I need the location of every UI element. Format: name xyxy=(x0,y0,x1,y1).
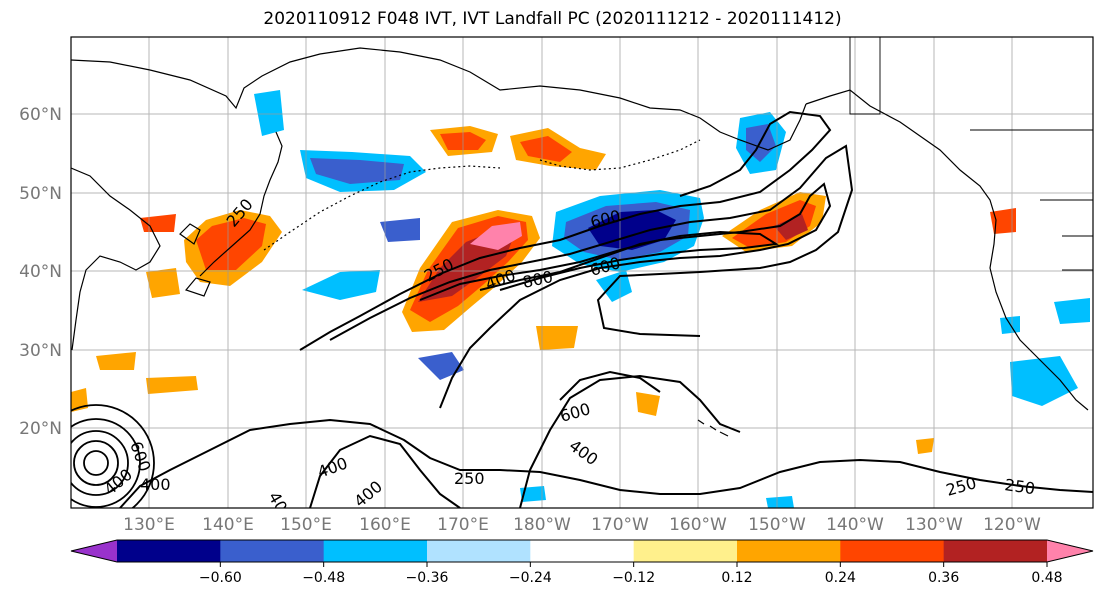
colorbar-segment xyxy=(530,540,635,562)
ivt-contour-600 xyxy=(419,182,832,409)
colorbar-segment xyxy=(633,540,738,562)
colorbar-max-extension xyxy=(1047,540,1093,562)
negative-anomaly-region xyxy=(310,158,404,184)
japan-coast xyxy=(199,131,283,277)
longitude-labels: 130°E 140°E 150°E 160°E 170°E 180°W 170°… xyxy=(123,515,1041,535)
colorbar-segment xyxy=(117,540,221,562)
colorbar-segment xyxy=(220,540,325,562)
longitude-label: 140°E xyxy=(202,515,254,535)
colorbar-segment xyxy=(943,540,1048,562)
ivt-contour-600-subtropics xyxy=(559,370,661,401)
hawaii-islands xyxy=(697,419,729,437)
colorbar-tick-label: 0.24 xyxy=(825,570,856,586)
positive-anomaly-region xyxy=(520,136,572,162)
contour-label: 250 xyxy=(454,469,485,488)
contour-label: 400 xyxy=(140,475,171,494)
colorbar-segment xyxy=(427,540,531,562)
aleutian-kuril-islands xyxy=(263,165,501,251)
colorbar-segment xyxy=(840,540,945,562)
north-america-west-coast xyxy=(805,89,1089,411)
negative-anomaly-region xyxy=(302,270,380,300)
colorbar-tick-label: −0.24 xyxy=(509,570,552,586)
positive-anomaly-region xyxy=(916,438,934,454)
positive-anomaly-region xyxy=(146,376,198,394)
negative-anomaly-region xyxy=(418,352,464,380)
positive-anomaly-region xyxy=(71,388,88,412)
colorbar-outline xyxy=(70,539,1094,563)
ivt-contour-250-south xyxy=(119,418,1093,508)
east-asia-coast xyxy=(71,167,161,351)
ivt-contour-800 xyxy=(479,230,779,291)
colorbar-tick-label: −0.12 xyxy=(612,570,655,586)
typhoon-contour-ring xyxy=(73,440,119,486)
typhoon-contour-ring xyxy=(83,450,109,476)
positive-anomaly-region xyxy=(146,268,180,298)
negative-anomaly-region xyxy=(520,486,546,502)
latitude-label: 50°N xyxy=(19,184,62,204)
positive-anomaly-region xyxy=(96,352,136,370)
longitude-label: 150°E xyxy=(280,515,332,535)
negative-anomaly-region xyxy=(588,210,676,250)
longitude-label: 150°W xyxy=(748,515,806,535)
longitude-label: 170°E xyxy=(437,515,489,535)
positive-anomaly-region xyxy=(774,214,808,240)
korea-coast xyxy=(179,223,201,245)
negative-anomaly-region xyxy=(596,270,632,302)
contour-label: 250 xyxy=(1003,475,1036,498)
latitude-label: 30°N xyxy=(19,341,62,361)
positive-anomaly-region xyxy=(536,326,578,350)
colorbar-segment xyxy=(737,540,841,562)
typhoon-contour-ring xyxy=(71,430,129,496)
longitude-label: 160°W xyxy=(669,515,727,535)
kyushu-coast xyxy=(184,277,211,297)
colorbar-segment xyxy=(323,540,428,562)
positive-anomaly-region xyxy=(470,222,522,250)
positive-anomaly-region xyxy=(990,208,1016,234)
political-boundaries xyxy=(849,37,1093,296)
ivt-contour-400-subtropics xyxy=(519,374,741,508)
typhoon-contours xyxy=(71,404,155,508)
positive-anomaly-region xyxy=(732,200,816,248)
asia-alaska-coast xyxy=(71,47,807,151)
negative-anomaly-region xyxy=(380,218,420,242)
ivt-contours xyxy=(119,110,1093,508)
colorbar-tick-label: −0.36 xyxy=(406,570,449,586)
latitude-label: 40°N xyxy=(19,262,62,282)
coastlines xyxy=(71,37,1093,437)
colorbar-tick-label: 0.12 xyxy=(721,570,752,586)
negative-anomaly-region xyxy=(1054,298,1090,324)
longitude-label: 170°W xyxy=(591,515,649,535)
typhoon-contour-ring xyxy=(71,404,155,508)
ivt-anomaly-fill xyxy=(71,90,1090,508)
ivt-contour-400 xyxy=(329,144,854,341)
longitude-label: 130°W xyxy=(905,515,963,535)
longitude-label: 120°W xyxy=(983,515,1041,535)
latitude-label: 20°N xyxy=(19,419,62,439)
negative-anomaly-region xyxy=(766,496,794,508)
ivt-contour-400-south xyxy=(309,434,461,508)
longitude-label: 140°W xyxy=(826,515,884,535)
ivt-contour-250 xyxy=(299,110,832,351)
colorbar-tick-label: −0.48 xyxy=(302,570,345,586)
negative-anomaly-region xyxy=(254,90,284,136)
map-frame xyxy=(70,36,1094,509)
colorbar-tick-label: 0.48 xyxy=(1031,570,1062,586)
map-title: 2020110912 F048 IVT, IVT Landfall PC (20… xyxy=(263,9,842,29)
colorbar-tick-label: 0.36 xyxy=(928,570,959,586)
positive-anomaly-region xyxy=(636,392,660,416)
latitude-label: 60°N xyxy=(19,105,62,125)
aleutian-islands xyxy=(539,139,701,171)
colorbar: −0.60 −0.48 −0.36 −0.24 −0.12 0.12 0.24 0.36 0.4… xyxy=(70,539,1094,586)
longitude-label: 180°W xyxy=(513,515,571,535)
typhoon-contour-ring xyxy=(71,418,141,508)
longitude-label: 160°E xyxy=(359,515,411,535)
colorbar-tick-label: −0.60 xyxy=(199,570,242,586)
latitude-labels: 20°N 30°N 40°N 50°N 60°N xyxy=(19,105,62,439)
negative-anomaly-region xyxy=(1010,356,1078,406)
colorbar-min-extension xyxy=(71,540,117,562)
longitude-label: 130°E xyxy=(123,515,175,535)
